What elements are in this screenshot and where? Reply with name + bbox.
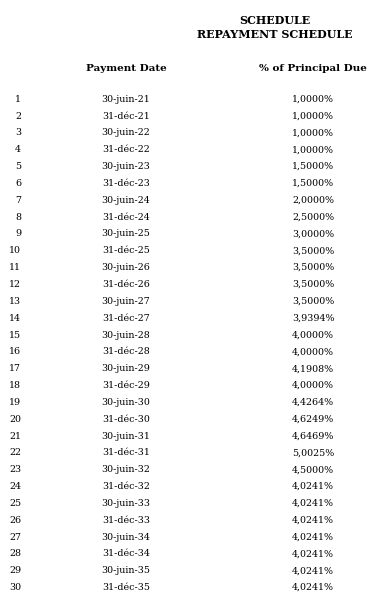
- Text: 31-déc-35: 31-déc-35: [102, 583, 150, 592]
- Text: 30-juin-26: 30-juin-26: [102, 263, 151, 272]
- Text: 4,0000%: 4,0000%: [292, 347, 334, 356]
- Text: 25: 25: [9, 499, 21, 508]
- Text: 1,0000%: 1,0000%: [292, 145, 334, 154]
- Text: 31-déc-26: 31-déc-26: [102, 280, 150, 289]
- Text: 4,0241%: 4,0241%: [292, 566, 334, 576]
- Text: 9: 9: [15, 230, 21, 238]
- Text: 1,0000%: 1,0000%: [292, 112, 334, 120]
- Text: 30-juin-34: 30-juin-34: [102, 533, 151, 541]
- Text: 4,0241%: 4,0241%: [292, 482, 334, 491]
- Text: 4,6469%: 4,6469%: [292, 431, 334, 441]
- Text: 4,1908%: 4,1908%: [292, 364, 334, 373]
- Text: 31-déc-34: 31-déc-34: [102, 549, 150, 558]
- Text: 3: 3: [15, 128, 21, 137]
- Text: 30-juin-29: 30-juin-29: [102, 364, 151, 373]
- Text: 2,5000%: 2,5000%: [292, 213, 334, 222]
- Text: 4,0241%: 4,0241%: [292, 549, 334, 558]
- Text: 31-déc-28: 31-déc-28: [102, 347, 150, 356]
- Text: 2,0000%: 2,0000%: [292, 196, 334, 205]
- Text: 30-juin-35: 30-juin-35: [102, 566, 151, 576]
- Text: Payment Date: Payment Date: [86, 64, 167, 73]
- Text: 24: 24: [9, 482, 21, 491]
- Text: 15: 15: [9, 331, 21, 340]
- Text: 30-juin-22: 30-juin-22: [102, 128, 151, 137]
- Text: 1,0000%: 1,0000%: [292, 128, 334, 137]
- Text: 1: 1: [15, 95, 21, 104]
- Text: 5,0025%: 5,0025%: [292, 448, 334, 458]
- Text: 4,0241%: 4,0241%: [292, 583, 334, 592]
- Text: 8: 8: [15, 213, 21, 222]
- Text: 20: 20: [9, 415, 21, 423]
- Text: 4,0000%: 4,0000%: [292, 381, 334, 390]
- Text: 23: 23: [9, 465, 21, 474]
- Text: 31-déc-24: 31-déc-24: [102, 213, 150, 222]
- Text: 3,0000%: 3,0000%: [292, 230, 334, 238]
- Text: 4,0000%: 4,0000%: [292, 331, 334, 340]
- Text: 31-déc-23: 31-déc-23: [102, 179, 150, 188]
- Text: 22: 22: [9, 448, 21, 458]
- Text: 31-déc-33: 31-déc-33: [102, 516, 150, 525]
- Text: 6: 6: [15, 179, 21, 188]
- Text: 31-déc-32: 31-déc-32: [102, 482, 150, 491]
- Text: 19: 19: [9, 398, 21, 407]
- Text: 31-déc-22: 31-déc-22: [102, 145, 150, 154]
- Text: 30: 30: [9, 583, 21, 592]
- Text: 17: 17: [9, 364, 21, 373]
- Text: 4,4264%: 4,4264%: [292, 398, 334, 407]
- Text: SCHEDULE: SCHEDULE: [240, 15, 311, 26]
- Text: 10: 10: [9, 246, 21, 255]
- Text: 31-déc-31: 31-déc-31: [102, 448, 150, 458]
- Text: 4,0241%: 4,0241%: [292, 533, 334, 541]
- Text: 1,5000%: 1,5000%: [292, 179, 334, 188]
- Text: 4: 4: [15, 145, 21, 154]
- Text: 4,0241%: 4,0241%: [292, 516, 334, 525]
- Text: 3,5000%: 3,5000%: [292, 246, 334, 255]
- Text: 21: 21: [9, 431, 21, 441]
- Text: 11: 11: [9, 263, 21, 272]
- Text: 30-juin-25: 30-juin-25: [102, 230, 151, 238]
- Text: 31-déc-21: 31-déc-21: [102, 112, 150, 120]
- Text: 1,5000%: 1,5000%: [292, 162, 334, 171]
- Text: 30-juin-32: 30-juin-32: [102, 465, 151, 474]
- Text: 31-déc-30: 31-déc-30: [102, 415, 150, 423]
- Text: 3,5000%: 3,5000%: [292, 280, 334, 289]
- Text: 31-déc-27: 31-déc-27: [102, 313, 150, 323]
- Text: 30-juin-21: 30-juin-21: [102, 95, 151, 104]
- Text: 30-juin-28: 30-juin-28: [102, 331, 151, 340]
- Text: 26: 26: [9, 516, 21, 525]
- Text: 29: 29: [9, 566, 21, 576]
- Text: 3,9394%: 3,9394%: [292, 313, 335, 323]
- Text: 30-juin-27: 30-juin-27: [102, 297, 151, 306]
- Text: 4,6249%: 4,6249%: [292, 415, 334, 423]
- Text: 16: 16: [9, 347, 21, 356]
- Text: 18: 18: [9, 381, 21, 390]
- Text: 30-juin-33: 30-juin-33: [102, 499, 151, 508]
- Text: 7: 7: [15, 196, 21, 205]
- Text: 14: 14: [9, 313, 21, 323]
- Text: 30-juin-30: 30-juin-30: [102, 398, 151, 407]
- Text: 30-juin-23: 30-juin-23: [102, 162, 151, 171]
- Text: 3,5000%: 3,5000%: [292, 263, 334, 272]
- Text: 2: 2: [15, 112, 21, 120]
- Text: 1,0000%: 1,0000%: [292, 95, 334, 104]
- Text: 30-juin-31: 30-juin-31: [102, 431, 151, 441]
- Text: 31-déc-25: 31-déc-25: [102, 246, 150, 255]
- Text: % of Principal Due: % of Principal Due: [259, 64, 367, 73]
- Text: 30-juin-24: 30-juin-24: [102, 196, 151, 205]
- Text: 31-déc-29: 31-déc-29: [102, 381, 150, 390]
- Text: 28: 28: [9, 549, 21, 558]
- Text: 4,0241%: 4,0241%: [292, 499, 334, 508]
- Text: REPAYMENT SCHEDULE: REPAYMENT SCHEDULE: [197, 29, 353, 40]
- Text: 5: 5: [15, 162, 21, 171]
- Text: 3,5000%: 3,5000%: [292, 297, 334, 306]
- Text: 12: 12: [9, 280, 21, 289]
- Text: 27: 27: [9, 533, 21, 541]
- Text: 13: 13: [9, 297, 21, 306]
- Text: 4,5000%: 4,5000%: [292, 465, 334, 474]
